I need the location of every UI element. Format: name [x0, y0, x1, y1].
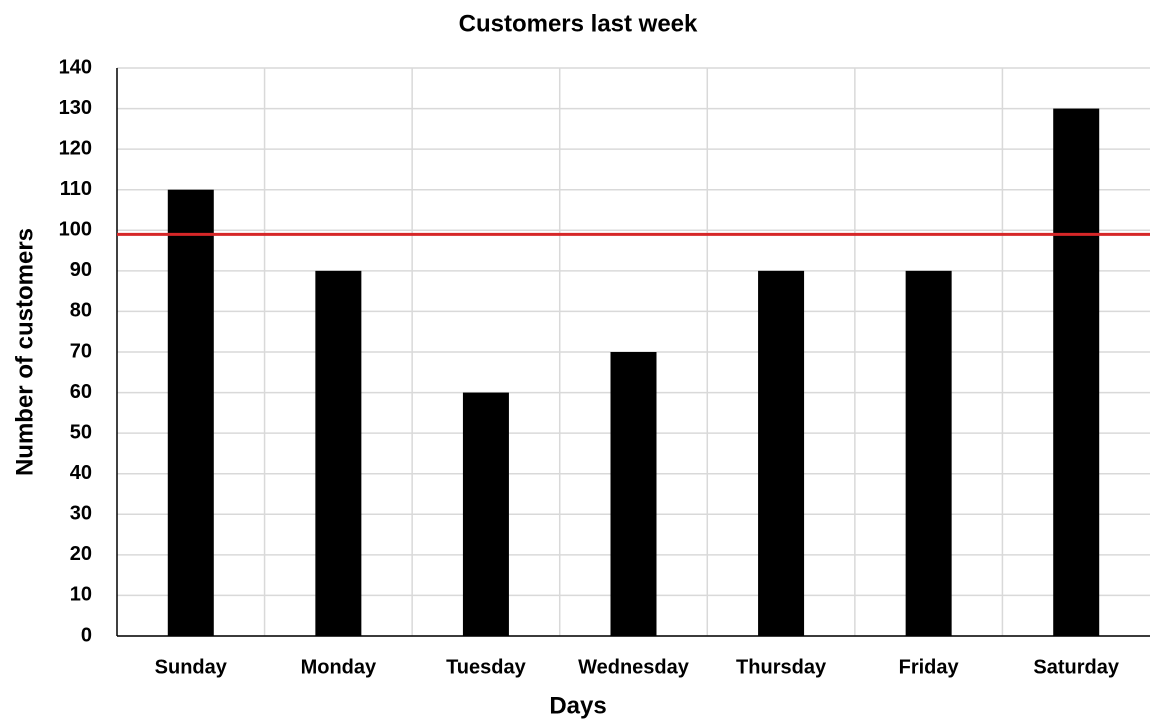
- x-axis-label: Days: [549, 692, 606, 719]
- y-tick-label: 80: [70, 300, 92, 322]
- y-axis-label: Number of customers: [11, 228, 38, 476]
- y-tick-label: 100: [59, 219, 92, 241]
- y-tick-label: 70: [70, 340, 92, 362]
- x-tick-label: Friday: [899, 656, 960, 678]
- bar: [610, 352, 657, 636]
- y-tick-label: 140: [59, 56, 92, 78]
- x-tick-label: Tuesday: [446, 656, 527, 678]
- x-tick-label: Monday: [301, 656, 377, 678]
- y-tick-label: 110: [60, 178, 92, 200]
- chart-title: Customers last week: [459, 10, 698, 37]
- bar: [905, 270, 952, 636]
- y-tick-label: 130: [59, 97, 92, 119]
- x-tick-label: Sunday: [155, 656, 228, 678]
- y-tick-label: 20: [70, 543, 92, 565]
- bar: [167, 189, 214, 636]
- bar: [462, 392, 509, 636]
- y-tick-label: 40: [70, 462, 92, 484]
- y-tick-label: 90: [70, 259, 92, 281]
- bar: [1053, 108, 1100, 637]
- bar: [315, 270, 362, 636]
- bar: [758, 270, 805, 636]
- y-tick-label: 120: [59, 137, 92, 159]
- y-tick-label: 60: [70, 381, 92, 403]
- y-tick-label: 50: [70, 421, 92, 443]
- x-tick-label: Saturday: [1033, 656, 1119, 678]
- x-tick-label: Thursday: [736, 656, 827, 678]
- y-tick-label: 10: [70, 584, 92, 606]
- y-tick-label: 0: [81, 624, 92, 646]
- x-tick-label: Wednesday: [578, 656, 690, 678]
- y-tick-label: 30: [70, 503, 92, 525]
